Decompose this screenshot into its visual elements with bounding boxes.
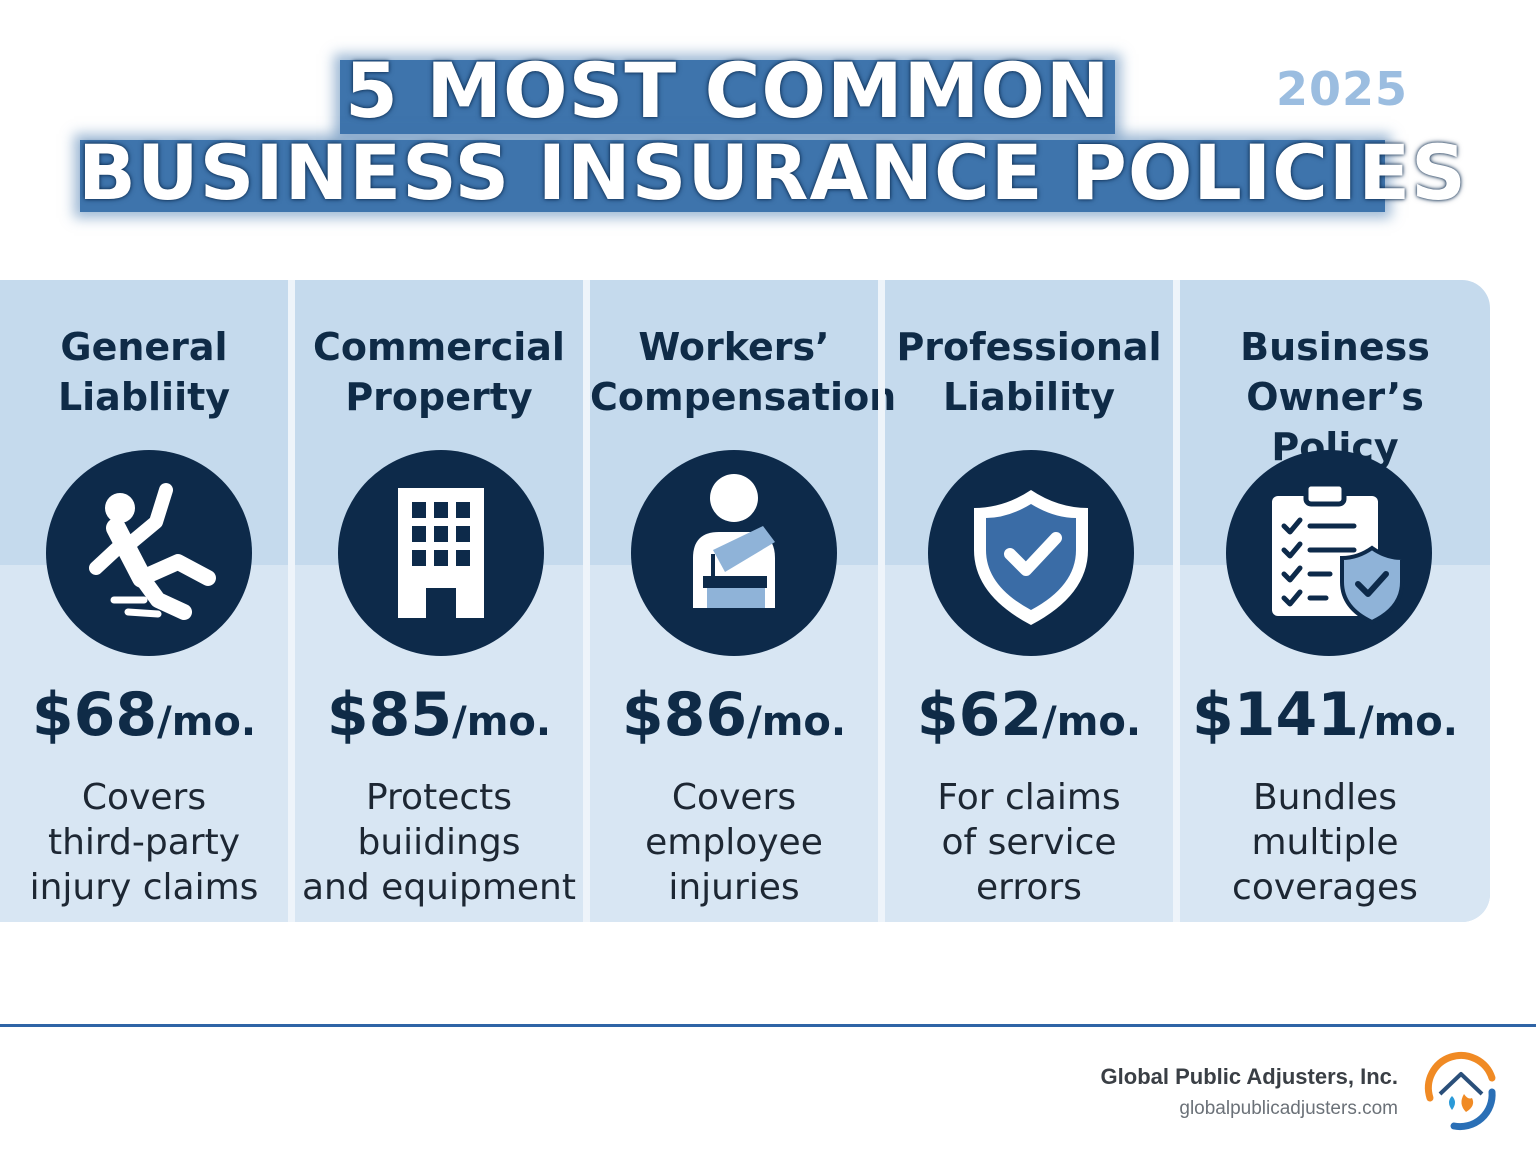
column-divider	[878, 280, 885, 922]
column-divider	[583, 280, 590, 922]
description-line: For claims	[937, 777, 1121, 818]
person-slipping-icon	[46, 450, 252, 656]
policy-title-line: General	[60, 325, 228, 369]
policy-card-commercial-property: Commercial Property $85/mo. Protects bui…	[295, 280, 583, 922]
price-unit: /mo.	[452, 699, 552, 745]
policy-card-professional-liability: Professional Liability $62/mo. For claim…	[885, 280, 1173, 922]
policy-title-line: Business	[1240, 325, 1430, 369]
policy-description: Covers employee injuries	[590, 775, 878, 910]
policy-title-line: Property	[345, 375, 533, 419]
description-line: Covers	[81, 777, 207, 818]
policy-price: $86/mo.	[590, 680, 878, 750]
price-amount: $86	[621, 680, 748, 750]
price-unit: /mo.	[157, 699, 257, 745]
policy-title: Workers’ Compensation	[590, 322, 897, 422]
price-unit: /mo.	[1042, 699, 1142, 745]
description-line: employee	[645, 822, 823, 863]
policy-card-general-liability: General Liabliity $68/mo. Covers third-p…	[0, 280, 288, 922]
description-line: of service	[941, 822, 1117, 863]
policy-title-line: Compensation	[590, 375, 897, 419]
policy-price: $62/mo.	[885, 680, 1173, 750]
clipboard-shield-icon	[1226, 450, 1432, 656]
policy-price: $68/mo.	[0, 680, 288, 750]
price-amount: $141	[1192, 680, 1360, 750]
year-label: 2025	[1276, 62, 1409, 116]
policy-title-line: Liabliity	[57, 375, 231, 419]
injured-worker-sling-icon	[631, 450, 837, 656]
price-amount: $85	[326, 680, 453, 750]
title-band-1	[340, 60, 1115, 134]
price-amount: $68	[31, 680, 158, 750]
description-line: multiple	[1251, 822, 1399, 863]
description-line: buiidings	[357, 822, 521, 863]
policy-card-workers-compensation: Workers’ Compensation $86/mo. Covers emp…	[590, 280, 897, 922]
policy-title: Commercial Property	[295, 322, 583, 422]
policy-price: $141/mo.	[1180, 680, 1470, 750]
column-divider	[288, 280, 295, 922]
policy-title-line: Commercial	[313, 325, 565, 369]
page-title-line-2: BUSINESS INSURANCE POLICIES	[78, 128, 1467, 217]
title-band-2	[80, 140, 1385, 212]
price-amount: $62	[916, 680, 1043, 750]
policy-description: For claims of service errors	[885, 775, 1173, 910]
description-line: coverages	[1232, 867, 1418, 908]
description-line: errors	[976, 867, 1082, 908]
policy-description: Covers third-party injury claims	[0, 775, 288, 910]
description-line: Bundles	[1252, 777, 1398, 818]
policy-title-line: Workers’	[638, 325, 830, 369]
policies-panel: General Liabliity $68/mo. Covers third-p…	[0, 280, 1490, 922]
policy-title-line: Professional	[896, 325, 1162, 369]
price-unit: /mo.	[1359, 699, 1458, 745]
policy-description: Bundles multiple coverages	[1180, 775, 1470, 910]
footer-divider	[0, 1024, 1536, 1027]
description-line: injuries	[668, 867, 800, 908]
description-line: injury claims	[29, 867, 259, 908]
policy-title-line: Owner’s Policy	[1246, 375, 1424, 469]
company-name: Global Public Adjusters, Inc.	[1100, 1064, 1398, 1089]
company-website[interactable]: globalpublicadjusters.com	[1179, 1098, 1398, 1119]
house-flame-water-logo	[1418, 1048, 1504, 1134]
policy-title-line: Liability	[942, 375, 1116, 419]
description-line: Protects	[365, 777, 513, 818]
description-line: Covers	[671, 777, 797, 818]
description-line: and equipment	[302, 867, 576, 908]
column-divider	[1173, 280, 1180, 922]
office-building-icon	[338, 450, 544, 656]
description-line: third-party	[47, 822, 241, 863]
price-unit: /mo.	[747, 699, 847, 745]
page-title-line-1: 5 MOST COMMON	[345, 46, 1111, 135]
policy-price: $85/mo.	[295, 680, 583, 750]
policy-title: Professional Liability	[885, 322, 1173, 422]
policy-card-business-owners-policy: Business Owner’s Policy $141/mo. Bundles…	[1180, 280, 1490, 922]
policy-title: Business Owner’s Policy	[1180, 322, 1490, 472]
title-area: 5 MOST COMMON BUSINESS INSURANCE POLICIE…	[0, 0, 1536, 240]
policy-description: Protects buiidings and equipment	[295, 775, 583, 910]
policy-title: General Liabliity	[0, 322, 288, 422]
shield-check-icon	[928, 450, 1134, 656]
